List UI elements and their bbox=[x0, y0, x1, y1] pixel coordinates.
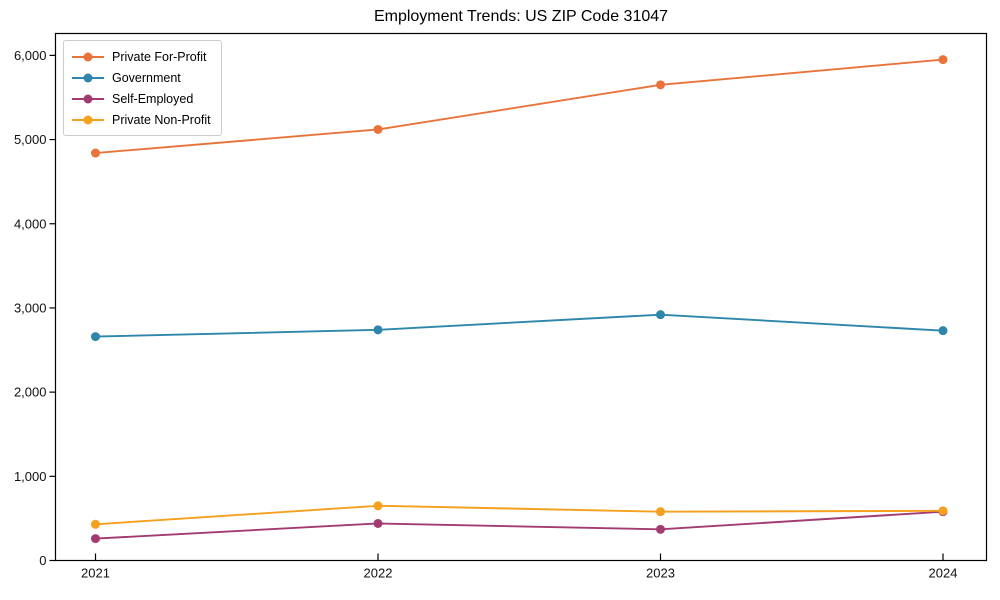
data-point-marker bbox=[91, 519, 100, 529]
line-marker-swatch bbox=[72, 92, 104, 106]
data-point-marker bbox=[91, 332, 100, 342]
series-government bbox=[91, 310, 948, 342]
data-point-marker bbox=[373, 501, 383, 511]
legend-label: Private Non-Profit bbox=[112, 112, 211, 127]
line-marker-swatch bbox=[72, 71, 104, 85]
data-point-marker bbox=[656, 507, 665, 517]
y-tick-label: 0 bbox=[39, 553, 46, 568]
y-tick-label: 5,000 bbox=[14, 132, 47, 147]
y-tick-label: 2,000 bbox=[14, 385, 47, 400]
y-axis: 0 1,000 2,000 3,000 4,000 5,000 6,000 bbox=[14, 48, 56, 568]
data-point-marker bbox=[938, 55, 948, 65]
data-point-marker bbox=[373, 124, 383, 134]
data-point-marker bbox=[91, 534, 100, 544]
data-point-marker bbox=[938, 506, 948, 516]
data-point-marker bbox=[373, 325, 383, 335]
legend-item-private-non-profit: Private Non-Profit bbox=[72, 109, 211, 130]
x-tick-label: 2024 bbox=[929, 566, 958, 581]
y-tick-label: 6,000 bbox=[14, 48, 47, 63]
series-line bbox=[94, 504, 944, 526]
line-marker-swatch bbox=[72, 113, 104, 127]
legend-item-government: Government bbox=[72, 67, 211, 88]
x-tick-label: 2021 bbox=[81, 566, 110, 581]
data-point-marker bbox=[938, 326, 948, 336]
data-point-marker bbox=[373, 518, 383, 528]
y-tick-label: 3,000 bbox=[14, 300, 47, 315]
series-line bbox=[94, 313, 944, 338]
x-tick-label: 2023 bbox=[646, 566, 675, 581]
y-tick-label: 1,000 bbox=[14, 469, 47, 484]
plot-border bbox=[54, 32, 988, 562]
x-axis: 2021 2022 2023 2024 bbox=[81, 553, 958, 581]
data-point-marker bbox=[656, 80, 665, 90]
line-marker-swatch bbox=[72, 50, 104, 64]
legend-item-private-for-profit: Private For-Profit bbox=[72, 46, 211, 67]
legend-label: Government bbox=[112, 70, 181, 85]
legend: Private For-Profit Government Self-Emplo… bbox=[63, 40, 222, 136]
series-line bbox=[94, 58, 944, 154]
data-point-marker bbox=[656, 310, 665, 320]
data-point-marker bbox=[91, 148, 100, 158]
series-line bbox=[94, 510, 944, 540]
chart-title: Employment Trends: US ZIP Code 31047 bbox=[373, 8, 669, 25]
legend-label: Private For-Profit bbox=[112, 49, 207, 64]
series-private-for-profit bbox=[91, 55, 948, 158]
data-point-marker bbox=[656, 524, 665, 534]
legend-label: Self-Employed bbox=[112, 91, 194, 106]
x-tick-label: 2022 bbox=[364, 566, 393, 581]
series-self-employed bbox=[91, 507, 948, 544]
legend-item-self-employed: Self-Employed bbox=[72, 88, 211, 109]
y-tick-label: 4,000 bbox=[14, 216, 47, 231]
series-private-non-profit bbox=[91, 501, 948, 529]
